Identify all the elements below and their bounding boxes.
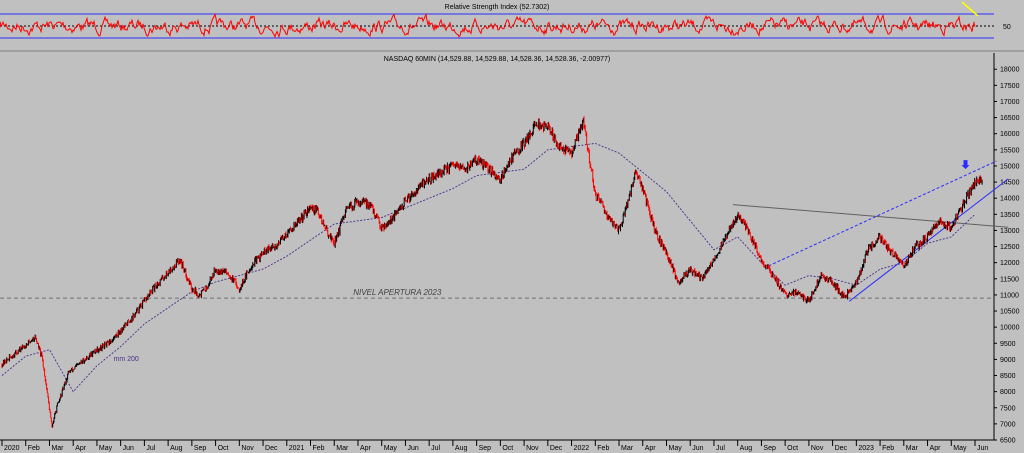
- x-tick-label: May: [668, 445, 682, 452]
- y-tick-label: 7000: [1000, 421, 1016, 428]
- ma200-line: [1, 142, 976, 393]
- y-tick-label: 16500: [1000, 115, 1020, 122]
- x-tick-label: Jul: [431, 445, 440, 452]
- opening-level-label: NIVEL APERTURA 2023: [353, 288, 442, 297]
- x-tick-label: May: [384, 445, 398, 452]
- x-tick-label: Jun: [692, 445, 703, 452]
- y-tick-label: 17500: [1000, 83, 1020, 90]
- x-tick-label: Apr: [75, 445, 87, 452]
- y-tick-label: 11000: [1000, 292, 1019, 299]
- x-tick-label: Dec: [835, 445, 848, 452]
- y-tick-label: 6500: [1000, 438, 1016, 445]
- y-tick-label: 7500: [1000, 405, 1016, 412]
- x-tick-label: Mar: [51, 445, 64, 452]
- x-tick-label: Jun: [123, 445, 134, 452]
- x-tick-label: Apr: [360, 445, 372, 452]
- x-tick-label: Feb: [28, 445, 40, 452]
- main-panel: NASDAQ 60MIN (14,529.88, 14,529.88, 14,5…: [0, 53, 1020, 452]
- trend-line: [848, 178, 1009, 302]
- y-tick-label: 16000: [1000, 131, 1020, 138]
- y-tick-label: 10500: [1000, 309, 1020, 316]
- y-tick-label: 10000: [1000, 325, 1020, 332]
- y-tick-label: 9500: [1000, 341, 1016, 348]
- x-tick-label: Nov: [811, 445, 824, 452]
- y-tick-label: 12000: [1000, 260, 1020, 267]
- x-tick-label: Jun: [977, 445, 988, 452]
- y-tick-label: 13000: [1000, 228, 1020, 235]
- x-axis-ticks: 2020 Feb Mar Apr May Jun Jul Aug Sep Oct Nov Dec 202…: [1, 440, 988, 452]
- x-tick-label: Nov: [526, 445, 539, 452]
- y-tick-label: 14500: [1000, 180, 1020, 187]
- x-tick-label: Feb: [882, 445, 894, 452]
- rsi-panel: Relative Strength Index (52.7302) 50: [0, 0, 1011, 50]
- x-tick-label: May: [99, 445, 113, 452]
- x-tick-label: 2022: [574, 445, 590, 452]
- chart-title: NASDAQ 60MIN (14,529.88, 14,529.88, 14,5…: [384, 56, 611, 63]
- y-tick-label: 8000: [1000, 389, 1016, 396]
- x-tick-label: Jun: [407, 445, 418, 452]
- y-tick-label: 11500: [1000, 276, 1019, 283]
- trend-line: [732, 204, 1009, 228]
- x-tick-label: Sep: [194, 445, 207, 452]
- trend-line: [768, 160, 997, 267]
- x-tick-label: Apr: [930, 445, 942, 452]
- x-tick-label: Dec: [265, 445, 278, 452]
- candles: [1, 116, 983, 428]
- chart-annotations: NIVEL APERTURA 2023 mm 200: [0, 160, 1009, 363]
- rsi-line: [0, 12, 976, 39]
- y-tick-label: 15000: [1000, 163, 1020, 170]
- y-tick-label: 13500: [1000, 212, 1020, 219]
- x-tick-label: Apr: [645, 445, 657, 452]
- x-tick-label: Sep: [763, 445, 776, 452]
- x-tick-label: Oct: [218, 445, 229, 452]
- x-tick-label: 2023: [858, 445, 874, 452]
- x-tick-label: 2021: [289, 445, 305, 452]
- x-tick-label: Nov: [241, 445, 254, 452]
- y-axis-ticks: 18000 17500 17000 16500 16000 15500 15000 14500…: [994, 67, 1020, 445]
- x-tick-label: Aug: [455, 445, 468, 452]
- y-tick-label: 17000: [1000, 99, 1020, 106]
- x-tick-label: Aug: [740, 445, 753, 452]
- rsi-title: Relative Strength Index (52.7302): [445, 4, 550, 11]
- x-tick-label: Sep: [479, 445, 492, 452]
- x-tick-label: Oct: [787, 445, 798, 452]
- x-tick-label: 2020: [4, 445, 20, 452]
- x-tick-label: Mar: [906, 445, 919, 452]
- x-tick-label: Aug: [170, 445, 183, 452]
- x-tick-label: Dec: [550, 445, 563, 452]
- y-tick-label: 15500: [1000, 147, 1020, 154]
- x-tick-label: Feb: [313, 445, 325, 452]
- y-tick-label: 9000: [1000, 357, 1016, 364]
- x-tick-label: Jul: [716, 445, 725, 452]
- x-tick-label: Jul: [146, 445, 155, 452]
- x-tick-label: Oct: [502, 445, 513, 452]
- y-tick-label: 18000: [1000, 67, 1020, 74]
- y-tick-label: 14000: [1000, 196, 1020, 203]
- x-tick-label: May: [953, 445, 967, 452]
- x-tick-label: Mar: [621, 445, 634, 452]
- ma200-label: mm 200: [114, 356, 139, 363]
- rsi-highlight-line: [961, 1, 979, 17]
- down-arrow-icon: [961, 160, 970, 170]
- x-tick-label: Feb: [597, 445, 609, 452]
- rsi-tick-label: 50: [1003, 24, 1011, 31]
- y-tick-label: 12500: [1000, 244, 1020, 251]
- x-tick-label: Mar: [336, 445, 349, 452]
- y-tick-label: 8500: [1000, 373, 1016, 380]
